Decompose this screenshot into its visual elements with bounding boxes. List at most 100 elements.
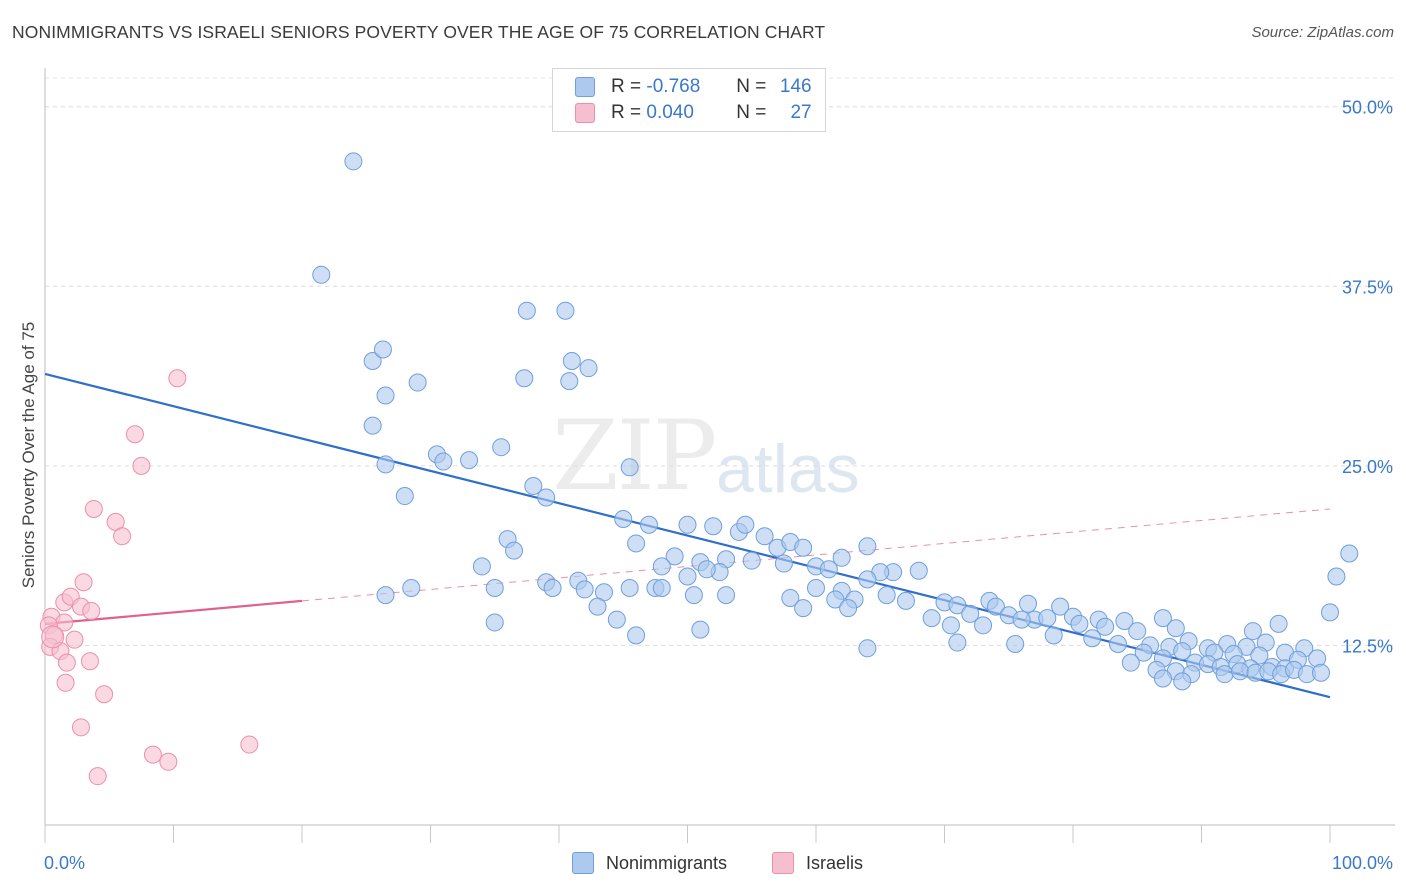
tick-labels: 12.5% 25.0% 37.5% 50.0% 0.0% 100.0% <box>44 98 1393 873</box>
data-point-nonimmigrants <box>1153 609 1172 628</box>
legend-swatch-israelis <box>575 103 595 123</box>
data-point-nonimmigrants <box>363 416 382 435</box>
legend-n-value: 27 <box>790 102 812 123</box>
legend-r-label: R = <box>611 76 642 97</box>
data-point-nonimmigrants <box>1070 614 1089 633</box>
data-point-israelis <box>132 456 151 475</box>
data-point-nonimmigrants <box>537 488 556 507</box>
data-point-nonimmigrants <box>974 616 993 635</box>
trend-line-israelis <box>44 599 303 625</box>
legend-r-value: 0.040 <box>646 102 694 123</box>
x-tick-label: 100.0% <box>1332 853 1393 873</box>
data-point-nonimmigrants <box>774 554 793 573</box>
data-point-nonimmigrants <box>948 633 967 652</box>
trend-line-israelis-extension <box>301 508 1331 602</box>
data-point-nonimmigrants <box>755 527 774 546</box>
data-point-nonimmigrants <box>1269 614 1288 633</box>
data-point-nonimmigrants <box>1231 662 1250 681</box>
data-point-nonimmigrants <box>807 578 825 597</box>
data-point-nonimmigrants <box>1340 544 1359 563</box>
data-point-nonimmigrants <box>373 340 392 359</box>
data-point-nonimmigrants <box>472 557 491 576</box>
data-point-nonimmigrants <box>1019 594 1038 613</box>
data-point-nonimmigrants <box>607 610 626 629</box>
data-point-nonimmigrants <box>1051 597 1070 616</box>
legend-swatch-israelis <box>772 852 794 874</box>
data-point-nonimmigrants <box>579 359 598 378</box>
data-point-nonimmigrants <box>562 351 581 370</box>
data-point-nonimmigrants <box>652 557 671 576</box>
x-tick-label: 0.0% <box>44 853 85 873</box>
legend-item-israelis[interactable]: Israelis <box>772 852 863 874</box>
data-point-nonimmigrants <box>794 599 813 618</box>
data-point-nonimmigrants <box>697 560 716 579</box>
data-point-nonimmigrants <box>678 515 697 534</box>
data-point-israelis <box>80 652 99 671</box>
data-point-nonimmigrants <box>614 510 633 529</box>
y-tick-label: 12.5% <box>1342 636 1393 656</box>
data-point-nonimmigrants <box>434 452 453 471</box>
y-tick-label: 25.0% <box>1342 457 1393 477</box>
data-point-nonimmigrants <box>1096 617 1115 636</box>
data-point-nonimmigrants <box>408 373 427 392</box>
data-point-nonimmigrants <box>395 487 414 506</box>
legend-label-israelis: Israelis <box>806 852 864 873</box>
data-point-nonimmigrants <box>1134 643 1153 662</box>
chart-title: NONIMMIGRANTS VS ISRAELI SENIORS POVERTY… <box>12 22 826 42</box>
data-point-nonimmigrants <box>627 626 646 645</box>
data-point-nonimmigrants <box>517 301 536 320</box>
data-point-nonimmigrants <box>909 561 928 580</box>
data-point-nonimmigrants <box>620 458 639 477</box>
data-point-nonimmigrants <box>460 451 479 470</box>
data-point-nonimmigrants <box>1012 610 1031 629</box>
data-point-nonimmigrants <box>794 538 813 557</box>
data-point-israelis <box>88 767 107 786</box>
data-point-israelis <box>240 735 259 754</box>
data-point-nonimmigrants <box>515 369 534 388</box>
data-point-nonimmigrants <box>1038 609 1057 628</box>
data-point-nonimmigrants <box>1006 634 1025 653</box>
data-point-nonimmigrants <box>1215 665 1234 684</box>
legend-r-value: -0.768 <box>646 76 701 97</box>
data-point-nonimmigrants <box>344 152 363 171</box>
data-point-israelis <box>65 630 84 649</box>
legend-swatch-nonimmigrants <box>572 852 594 874</box>
data-point-nonimmigrants <box>1173 642 1192 661</box>
data-point-nonimmigrants <box>986 597 1005 616</box>
data-point-nonimmigrants <box>819 560 838 579</box>
data-point-nonimmigrants <box>858 537 877 556</box>
data-point-nonimmigrants <box>858 639 877 658</box>
data-point-nonimmigrants <box>826 590 845 609</box>
data-point-israelis <box>95 685 114 704</box>
data-point-nonimmigrants <box>485 613 504 632</box>
data-point-nonimmigrants <box>1128 622 1147 641</box>
data-point-nonimmigrants <box>896 591 915 610</box>
data-point-nonimmigrants <box>652 578 671 597</box>
data-point-nonimmigrants <box>1327 567 1346 586</box>
legend-item-nonimmigrants[interactable]: Nonimmigrants <box>572 852 727 874</box>
data-point-nonimmigrants <box>691 620 710 639</box>
data-point-nonimmigrants <box>839 599 858 618</box>
data-point-nonimmigrants <box>492 438 511 457</box>
data-point-nonimmigrants <box>877 586 896 605</box>
data-point-israelis <box>143 745 162 764</box>
data-point-nonimmigrants <box>1166 619 1185 638</box>
data-point-nonimmigrants <box>781 589 800 608</box>
legend-row-nonimmigrants: R = -0.768 N = 146 <box>575 75 812 99</box>
watermark-atlas: atlas <box>716 431 860 507</box>
data-point-nonimmigrants <box>948 596 967 615</box>
data-point-nonimmigrants <box>736 515 755 534</box>
data-point-nonimmigrants <box>1044 626 1063 645</box>
y-axis-title: Seniors Poverty Over the Age of 75 <box>19 322 38 588</box>
data-point-nonimmigrants <box>639 515 658 534</box>
data-point-nonimmigrants <box>560 372 579 391</box>
data-point-nonimmigrants <box>922 609 941 628</box>
data-point-israelis <box>41 625 65 649</box>
data-point-nonimmigrants <box>1250 646 1269 665</box>
data-point-nonimmigrants <box>678 567 697 586</box>
data-point-nonimmigrants <box>505 541 524 560</box>
legend-n-label: N = <box>736 76 767 97</box>
correlation-legend: R = -0.768 N = 146 R = 0.040 N = 27 <box>552 68 826 132</box>
data-point-nonimmigrants <box>1321 603 1339 622</box>
